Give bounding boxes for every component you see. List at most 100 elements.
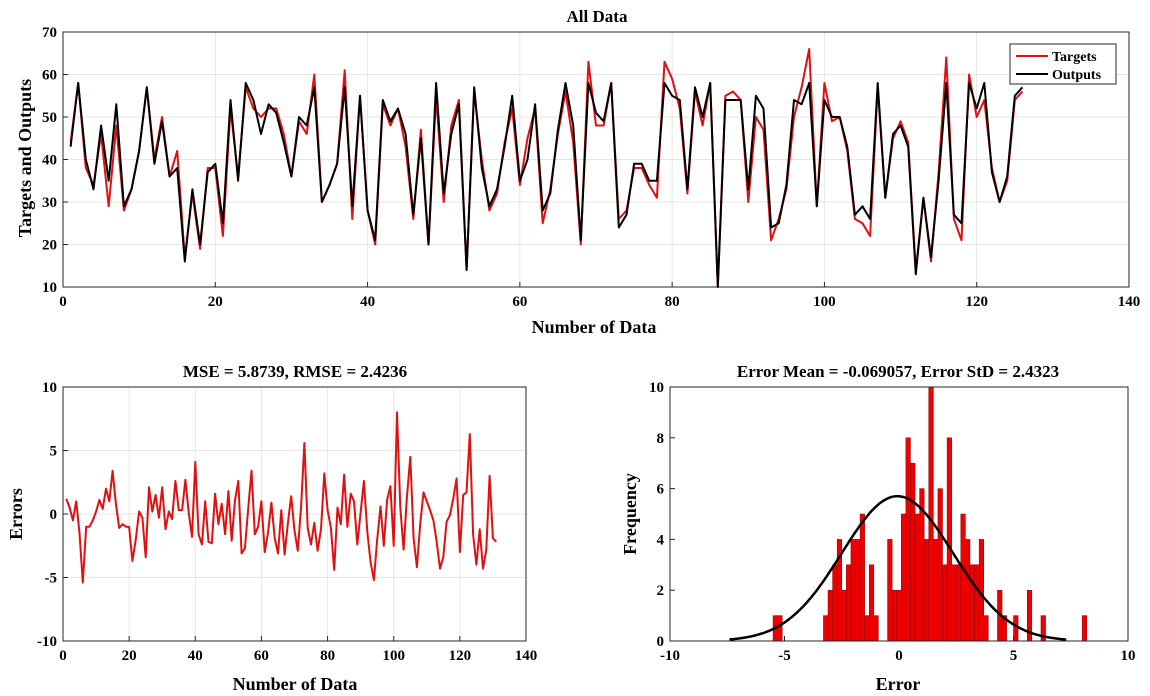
- errors-xtick-label: 120: [449, 648, 472, 664]
- errors-xtick-label: 80: [320, 648, 335, 664]
- histogram-xtick-label: 0: [895, 648, 903, 664]
- histogram-bar: [1081, 615, 1088, 642]
- histogram-bar: [846, 564, 852, 642]
- histogram-bar: [896, 589, 902, 642]
- histogram-bar: [841, 589, 847, 642]
- legend-targets-label: Targets: [1052, 50, 1097, 65]
- errors-ytick-label: 10: [42, 380, 57, 396]
- histogram-bar: [832, 564, 838, 642]
- histogram-bar: [946, 437, 952, 642]
- histogram-bar: [910, 462, 916, 642]
- all-data-xtick-label: 100: [813, 294, 836, 310]
- errors-xtick-label: 140: [515, 648, 538, 664]
- histogram-xtick-label: 5: [1010, 648, 1018, 664]
- histogram-xlabel: Error: [876, 674, 921, 694]
- errors-xtick-label: 20: [122, 648, 137, 664]
- all-data-ytick-label: 30: [42, 195, 57, 211]
- errors-ytick-label: 5: [50, 444, 58, 460]
- all-data-plot-frame: [62, 31, 1130, 288]
- histogram-bar: [942, 564, 948, 642]
- all-data-xtick-label: 140: [1118, 294, 1141, 310]
- histogram-bar: [864, 615, 870, 642]
- error-histogram-chart: Error Mean = -0.069057, Error StD = 2.43…: [620, 362, 1136, 694]
- errors-title: MSE = 5.8739, RMSE = 2.4236: [183, 362, 407, 381]
- histogram-bar: [960, 513, 966, 642]
- histogram-bar: [891, 589, 897, 642]
- histogram-bar: [937, 488, 943, 642]
- errors-ytick-label: -10: [37, 634, 57, 650]
- all-data-series: [69, 48, 1024, 288]
- all-data-xlabel: Number of Data: [532, 317, 657, 337]
- errors-grid: [62, 386, 527, 642]
- all-data-xtick-label: 80: [665, 294, 680, 310]
- errors-xtick-label: 40: [188, 648, 203, 664]
- all-data-xtick-label: 0: [59, 294, 67, 310]
- histogram-bar: [951, 564, 957, 642]
- all-data-ytick-label: 60: [42, 68, 57, 84]
- histogram-bar: [974, 564, 980, 642]
- legend-box: [1009, 43, 1117, 85]
- histogram-bar: [983, 615, 989, 642]
- histogram-bar: [956, 564, 962, 642]
- all-data-ytick-label: 10: [42, 280, 57, 296]
- errors-xlabel: Number of Data: [233, 674, 358, 694]
- legend-outputs-label: Outputs: [1052, 68, 1102, 83]
- histogram-bar: [850, 539, 856, 642]
- errors-ytick-label: 0: [50, 507, 58, 523]
- errors-series-line: [65, 411, 497, 584]
- all-data-ticks: 0 20 40 60 80 100 120 140 10 20 30 40 50 60 70: [42, 25, 1140, 310]
- all-data-ytick-label: 50: [42, 110, 57, 126]
- histogram-bar: [777, 615, 783, 642]
- histogram-bar: [868, 564, 875, 642]
- histogram-title: Error Mean = -0.069057, Error StD = 2.43…: [737, 362, 1059, 381]
- histogram-bar: [823, 615, 829, 642]
- histogram-bar: [887, 539, 893, 642]
- histogram-bar: [1013, 615, 1019, 642]
- histogram-plot-frame: [669, 386, 1129, 642]
- histogram-bar: [905, 437, 911, 642]
- histogram-fit: [729, 494, 1067, 641]
- histogram-bar: [969, 564, 975, 642]
- histogram-ytick-label: 4: [657, 532, 665, 548]
- all-data-chart: All Data Number of Data Targets and Outp…: [15, 7, 1140, 337]
- histogram-bar: [901, 513, 907, 642]
- errors-xtick-label: 60: [254, 648, 269, 664]
- errors-ylabel: Errors: [6, 488, 26, 540]
- histogram-xtick-label: -5: [778, 648, 791, 664]
- all-data-ytick-label: 20: [42, 238, 57, 254]
- errors-series: [65, 411, 497, 584]
- series-line-targets: [69, 48, 1024, 288]
- errors-xtick-label: 0: [59, 648, 67, 664]
- histogram-bar: [859, 513, 865, 642]
- all-data-xtick-label: 120: [965, 294, 988, 310]
- all-data-ylabel: Targets and Outputs: [15, 79, 35, 237]
- all-data-ytick-label: 70: [42, 25, 57, 41]
- histogram-ytick-label: 8: [657, 431, 665, 447]
- histogram-ticks: -10 -5 0 5 10 0 2 4 6 8 10: [649, 380, 1136, 664]
- histogram-bar: [914, 513, 920, 642]
- histogram-xtick-label: -10: [660, 648, 680, 664]
- histogram-bar: [928, 386, 934, 642]
- histogram-bar: [873, 615, 879, 642]
- errors-xtick-label: 100: [382, 648, 405, 664]
- histogram-bar: [923, 539, 930, 642]
- histogram-ytick-label: 2: [657, 583, 665, 599]
- errors-ytick-label: -5: [45, 571, 58, 587]
- all-data-xtick-label: 20: [208, 294, 223, 310]
- all-data-xtick-label: 40: [360, 294, 375, 310]
- all-data-title: All Data: [567, 7, 628, 26]
- histogram-bar: [827, 589, 833, 642]
- legend: Targets Outputs: [1009, 43, 1117, 85]
- histogram-bar: [978, 539, 984, 642]
- all-data-xtick-label: 60: [512, 294, 527, 310]
- errors-chart: MSE = 5.8739, RMSE = 2.4236 Number of Da…: [6, 362, 537, 694]
- histogram-ytick-label: 6: [657, 482, 665, 498]
- histogram-xtick-label: 10: [1121, 648, 1136, 664]
- errors-plot-frame: [62, 386, 527, 642]
- histogram-bar: [855, 539, 861, 642]
- histogram-bar: [965, 539, 971, 642]
- series-line-outputs: [69, 82, 1024, 288]
- normal-fit-curve: [729, 494, 1067, 641]
- errors-ticks: 0 20 40 60 80 100 120 140 -10 -5 0 5 10: [37, 380, 537, 664]
